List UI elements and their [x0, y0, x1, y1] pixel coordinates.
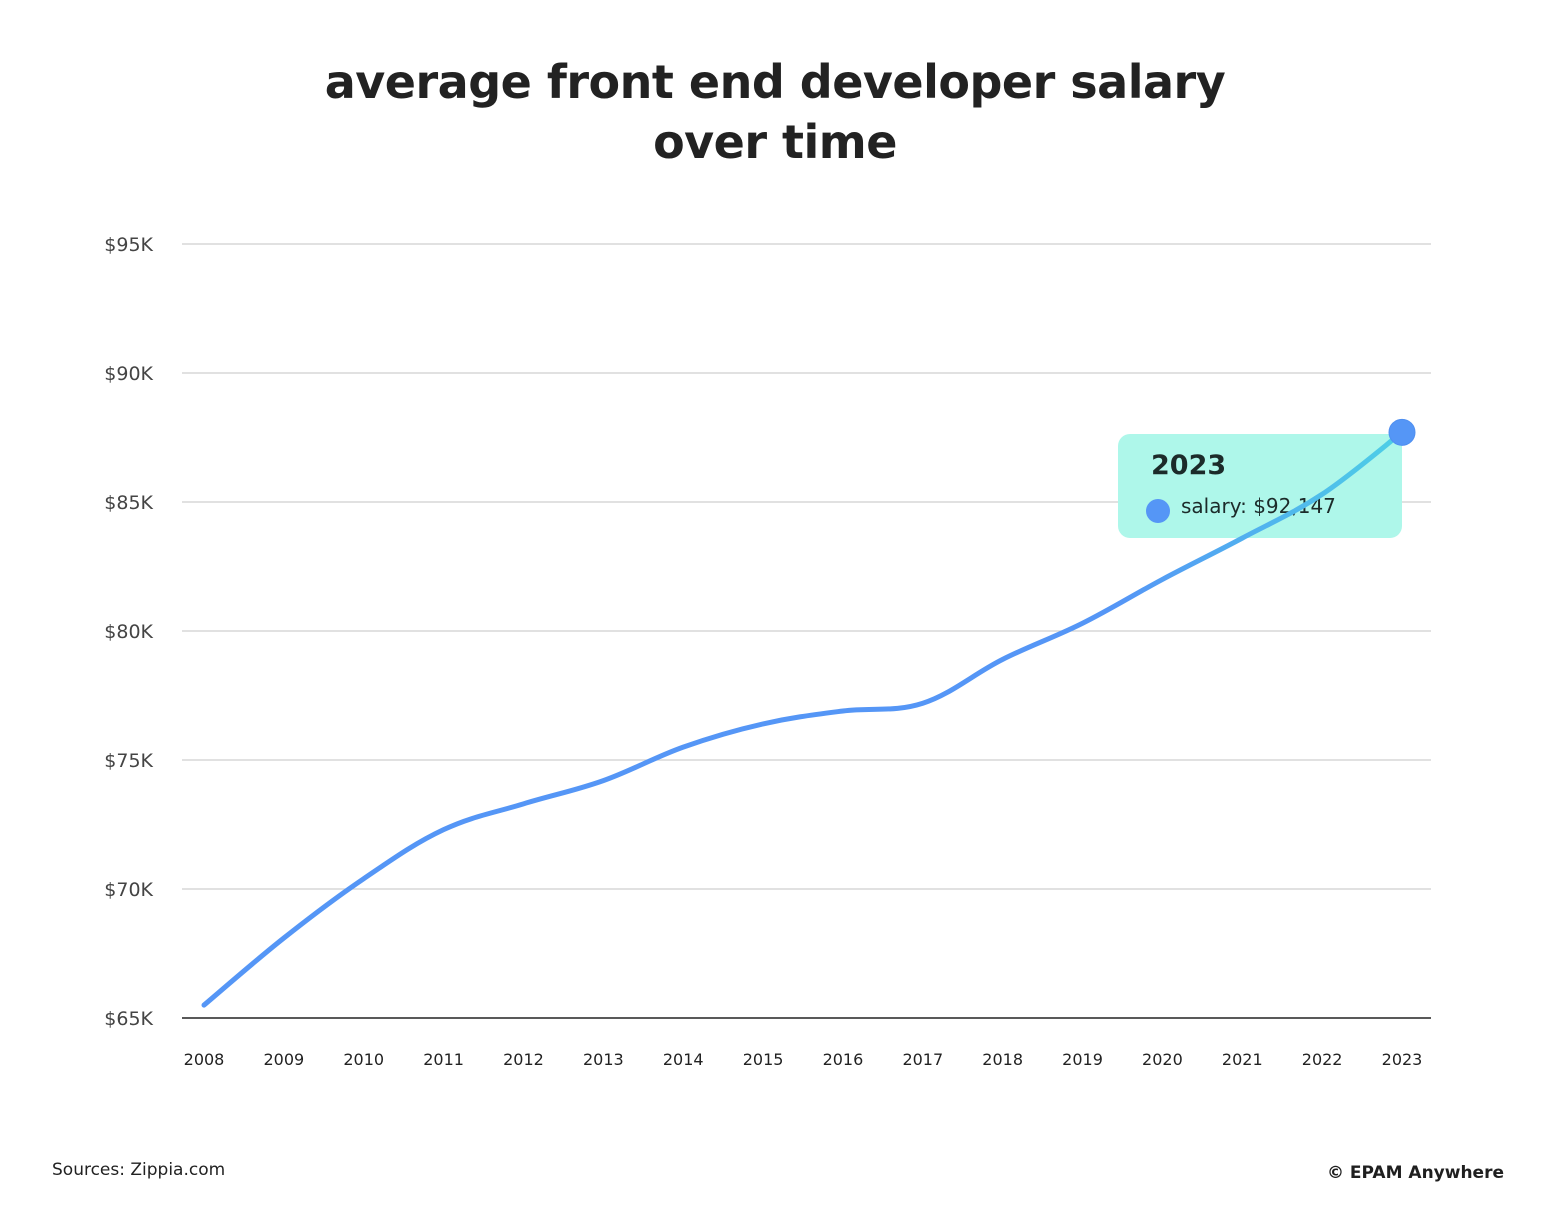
tooltip: 2023 salary: $92,147	[1118, 434, 1402, 538]
y-tick-label: $80K	[104, 621, 153, 643]
y-tick-label: $65K	[104, 1008, 153, 1030]
x-tick-label: 2016	[823, 1050, 864, 1069]
x-tick-label: 2014	[663, 1050, 704, 1069]
chart-title-line-1: average front end developer salary	[324, 55, 1226, 109]
x-tick-label: 2011	[423, 1050, 464, 1069]
grid-lines	[182, 243, 1431, 1019]
chart-title: average front end developer salary over …	[0, 52, 1550, 172]
source-note: Sources: Zippia.com	[52, 1160, 226, 1180]
x-tick-label: 2012	[503, 1050, 544, 1069]
brand-credit: © EPAM Anywhere	[1326, 1163, 1504, 1183]
highlighted-data-point	[1388, 418, 1416, 446]
tooltip-title: 2023	[1151, 450, 1226, 481]
y-tick-label: $90K	[104, 363, 153, 385]
tooltip-series-marker	[1146, 499, 1170, 523]
y-tick-label: $70K	[104, 879, 153, 901]
x-tick-label: 2017	[902, 1050, 943, 1069]
x-tick-label: 2022	[1302, 1050, 1343, 1069]
y-tick-label: $85K	[104, 492, 153, 514]
tooltip-box	[1118, 434, 1402, 538]
x-tick-label: 2019	[1062, 1050, 1103, 1069]
y-axis-ticks: $65K $70K $75K $80K $85K $90K $95K	[104, 234, 153, 1030]
x-tick-label: 2008	[184, 1050, 225, 1069]
salary-series-line	[201, 429, 1405, 1008]
tooltip-value-label: salary: $92,147	[1181, 494, 1336, 518]
x-tick-label: 2015	[743, 1050, 784, 1069]
x-tick-label: 2023	[1382, 1050, 1423, 1069]
x-tick-label: 2013	[583, 1050, 624, 1069]
x-tick-label: 2010	[343, 1050, 384, 1069]
chart-title-line-2: over time	[653, 115, 897, 169]
x-tick-label: 2020	[1142, 1050, 1183, 1069]
series-layer	[201, 418, 1416, 1008]
x-tick-label: 2009	[264, 1050, 305, 1069]
y-tick-label: $75K	[104, 750, 153, 772]
x-tick-label: 2018	[982, 1050, 1023, 1069]
x-tick-label: 2021	[1222, 1050, 1263, 1069]
x-axis-ticks: 2008 2009 2010 2011 2012 2013 2014 2015 2016 2017…	[184, 1050, 1423, 1069]
y-tick-label: $95K	[104, 234, 153, 256]
